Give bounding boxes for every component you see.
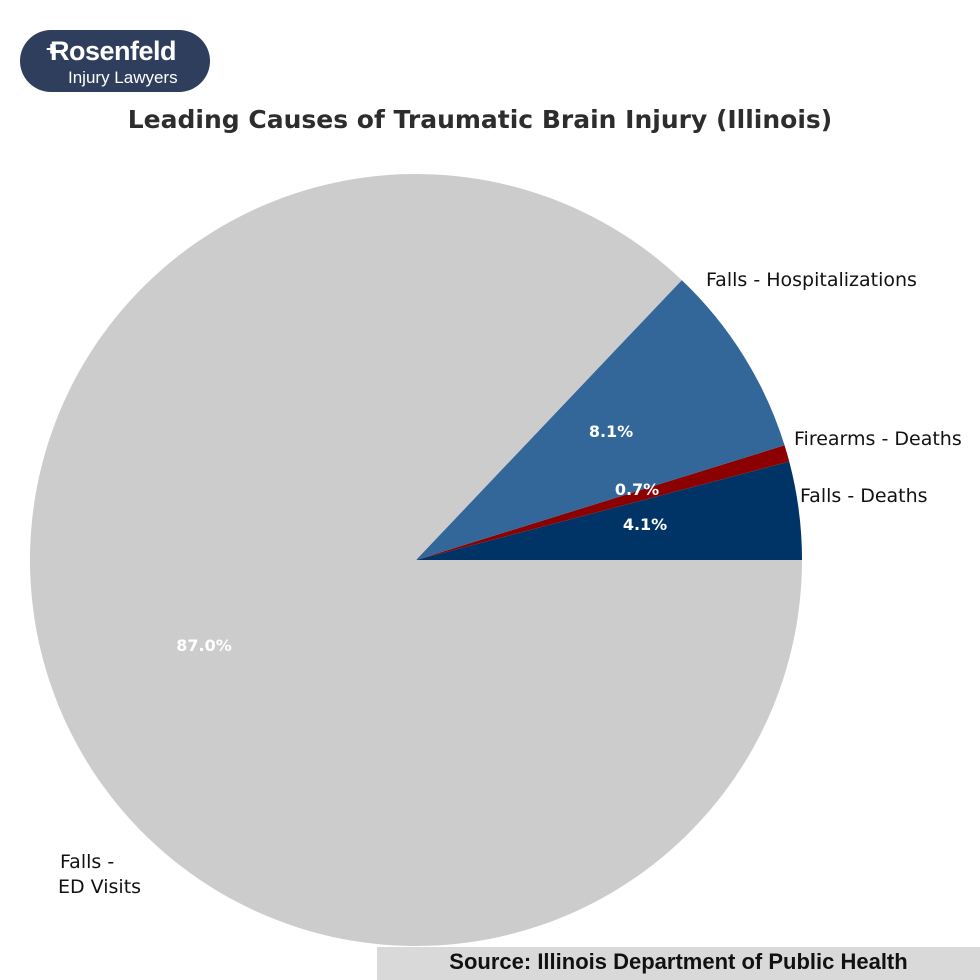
plus-icon: +	[46, 39, 57, 59]
pie-slice-falls-deaths	[416, 461, 802, 560]
logo: + Rosenfeld Injury Lawyers	[20, 30, 210, 92]
slice-percent-label: 0.7%	[615, 480, 659, 499]
slice-category-label: Falls -ED Visits	[58, 851, 141, 898]
slice-percent-label: 4.1%	[623, 515, 667, 534]
slice-category-label: Falls - Deaths	[800, 485, 928, 507]
logo-brand: Rosenfeld	[50, 36, 177, 66]
logo-tagline: Injury Lawyers	[68, 68, 178, 87]
slice-percent-label: 8.1%	[589, 422, 633, 441]
pie-slice-falls-hospitalizations	[416, 280, 785, 560]
pie-slice-firearms-deaths	[416, 445, 790, 560]
source-note: Source: Illinois Department of Public He…	[449, 949, 908, 974]
source-band	[377, 947, 980, 980]
pie-slice-falls-ed-visits	[30, 174, 803, 946]
slice-category-label: Firearms - Deaths	[794, 428, 962, 450]
chart-title: Leading Causes of Traumatic Brain Injury…	[127, 105, 833, 134]
slice-category-label: Falls - Hospitalizations	[706, 269, 917, 291]
slice-percent-label: 87.0%	[176, 636, 232, 655]
